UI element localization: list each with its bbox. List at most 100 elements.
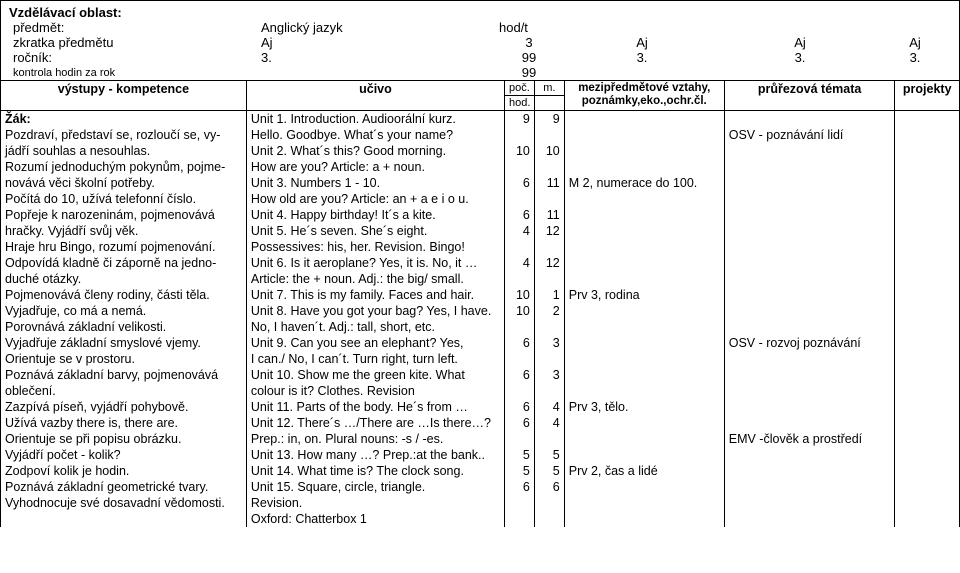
cell-poc: 5: [505, 463, 535, 479]
table-row: Rozumí jednoduchým pokynům, pojme-How ar…: [1, 159, 959, 175]
cell-mz: [564, 511, 724, 527]
cell-output: [1, 511, 246, 527]
cell-m: 11: [534, 207, 564, 223]
table-row: Užívá vazby there is, there are.Unit 12.…: [1, 415, 959, 431]
table-row: Vyjádří počet - kolik?Unit 13. How many …: [1, 447, 959, 463]
cell-ucivo: Unit 6. Is it aeroplane? Yes, it is. No,…: [246, 255, 504, 271]
cell-output: Pojmenovává členy rodiny, části těla.: [1, 287, 246, 303]
cell-mz: [564, 207, 724, 223]
check-value: 99: [495, 65, 563, 80]
table-row: Hraje hru Bingo, rozumí pojmenování.Poss…: [1, 239, 959, 255]
cell-pr: [895, 351, 959, 367]
cell-m: [534, 319, 564, 335]
cell-pr: [895, 223, 959, 239]
cell-pt: [724, 479, 895, 495]
cell-pr: [895, 111, 959, 128]
cell-pr: [895, 287, 959, 303]
cell-mz: M 2, numerace do 100.: [564, 175, 724, 191]
cell-pt: [724, 415, 895, 431]
cell-poc: 4: [505, 223, 535, 239]
cell-mz: [564, 239, 724, 255]
cell-pr: [895, 367, 959, 383]
cell-output: Rozumí jednoduchým pokynům, pojme-: [1, 159, 246, 175]
col-ucivo: učivo: [246, 81, 504, 111]
aj2: Aj: [563, 35, 721, 50]
cell-m: 6: [534, 479, 564, 495]
table-row: Vyjadřuje základní smyslové vjemy.Unit 9…: [1, 335, 959, 351]
col-hod: hod.: [505, 96, 535, 111]
cell-pt: [724, 399, 895, 415]
col-pr: projekty: [895, 81, 959, 111]
cell-pt: [724, 175, 895, 191]
cell-mz: [564, 255, 724, 271]
cell-output: Odpovídá kladně či záporně na jedno-: [1, 255, 246, 271]
cell-pr: [895, 463, 959, 479]
cell-pt: [724, 159, 895, 175]
cell-pr: [895, 239, 959, 255]
cell-mz: [564, 271, 724, 287]
cell-pt: [724, 463, 895, 479]
cell-ucivo: Unit 3. Numbers 1 - 10.: [246, 175, 504, 191]
cell-pr: [895, 495, 959, 511]
cell-m: 5: [534, 463, 564, 479]
cell-poc: 9: [505, 111, 535, 128]
cell-mz: [564, 127, 724, 143]
cell-mz: [564, 223, 724, 239]
cell-pt: [724, 447, 895, 463]
cell-pr: [895, 271, 959, 287]
cell-m: 12: [534, 223, 564, 239]
table-row: hračky. Vyjádří svůj věk.Unit 5. He´s se…: [1, 223, 959, 239]
cell-pr: [895, 511, 959, 527]
cell-pt: [724, 191, 895, 207]
cell-poc: [505, 495, 535, 511]
cell-poc: 6: [505, 207, 535, 223]
cell-m: 10: [534, 143, 564, 159]
cell-output: Orientuje se v prostoru.: [1, 351, 246, 367]
cell-m: [534, 127, 564, 143]
cell-ucivo: Possessives: his, her. Revision. Bingo!: [246, 239, 504, 255]
cell-poc: 10: [505, 287, 535, 303]
cell-pr: [895, 383, 959, 399]
cell-mz: [564, 111, 724, 128]
cell-output: Zazpívá píseň, vyjádří pohybově.: [1, 399, 246, 415]
cell-pr: [895, 319, 959, 335]
cell-output: Vyjádří počet - kolik?: [1, 447, 246, 463]
cell-output: Vyjadřuje, co má a nemá.: [1, 303, 246, 319]
cell-poc: 6: [505, 367, 535, 383]
cell-pr: [895, 175, 959, 191]
cell-pt: [724, 495, 895, 511]
cell-pt: [724, 207, 895, 223]
cell-m: 12: [534, 255, 564, 271]
cell-output: Poznává základní barvy, pojmenovává: [1, 367, 246, 383]
cell-poc: [505, 431, 535, 447]
cell-mz: [564, 495, 724, 511]
cell-output: Porovnává základní velikosti.: [1, 319, 246, 335]
cell-ucivo: Unit 2. What´s this? Good morning.: [246, 143, 504, 159]
cell-pt: OSV - poznávání lidí: [724, 127, 895, 143]
cell-output: Poznává základní geometrické tvary.: [1, 479, 246, 495]
cell-m: 4: [534, 415, 564, 431]
area-label: Vzdělávací oblast:: [9, 5, 951, 20]
table-row: Popřeje k narozeninám, pojmenováváUnit 4…: [1, 207, 959, 223]
header-table: předmět: Anglický jazyk hod/t zkratka př…: [9, 20, 951, 80]
cell-mz: [564, 303, 724, 319]
cell-m: [534, 495, 564, 511]
cell-poc: 6: [505, 175, 535, 191]
table-row: Odpovídá kladně či záporně na jedno-Unit…: [1, 255, 959, 271]
table-row: Poznává základní geometrické tvary.Unit …: [1, 479, 959, 495]
cell-output: jádří souhlas a nesouhlas.: [1, 143, 246, 159]
y4: 3.: [879, 50, 951, 65]
cell-ucivo: Unit 12. There´s …/There are …Is there…?: [246, 415, 504, 431]
cell-mz: Prv 2, čas a lidé: [564, 463, 724, 479]
cell-output: hračky. Vyjádří svůj věk.: [1, 223, 246, 239]
cell-mz: Prv 3, rodina: [564, 287, 724, 303]
cell-pr: [895, 335, 959, 351]
cell-output: Žák:: [1, 111, 246, 128]
cell-pt: [724, 111, 895, 128]
col-poc: poč.: [505, 81, 535, 96]
cell-mz: [564, 479, 724, 495]
cell-m: 3: [534, 335, 564, 351]
y2: 3.: [563, 50, 721, 65]
year-value: 3.: [257, 50, 495, 65]
cell-pt: [724, 303, 895, 319]
